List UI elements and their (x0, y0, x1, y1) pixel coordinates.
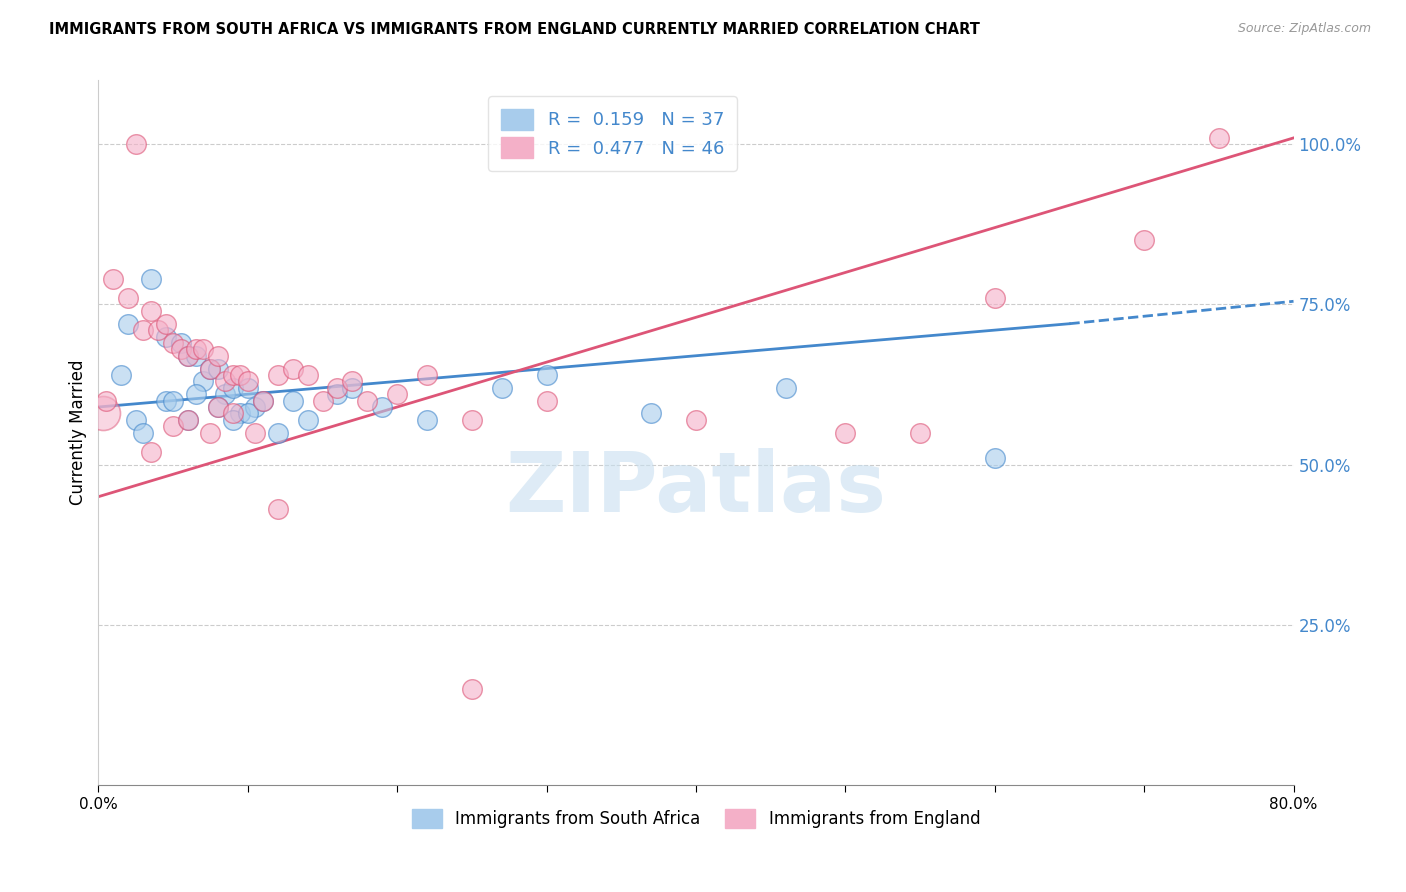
Point (984, 291, 1007, 305)
Point (326, 381, 349, 395)
Point (311, 393, 333, 408)
Point (267, 368, 290, 382)
Point (125, 137, 148, 152)
Point (155, 393, 177, 408)
Point (536, 368, 558, 382)
Point (214, 375, 236, 389)
Point (207, 400, 229, 414)
Point (267, 502, 290, 516)
Point (155, 329, 177, 343)
Point (103, 272, 125, 286)
Point (214, 387, 236, 401)
Y-axis label: Currently Married: Currently Married (69, 359, 87, 506)
Point (229, 368, 252, 382)
Point (222, 406, 245, 420)
Point (461, 413, 484, 427)
Point (222, 368, 245, 382)
Point (162, 393, 184, 408)
Point (200, 361, 222, 376)
Point (297, 368, 319, 382)
Point (342, 381, 364, 395)
Point (416, 413, 439, 427)
Point (1133, 234, 1156, 248)
Point (184, 343, 207, 357)
Point (91, 406, 114, 420)
Point (236, 381, 259, 395)
Point (117, 317, 139, 331)
Point (245, 400, 267, 414)
Point (162, 419, 184, 434)
Point (207, 400, 229, 414)
Point (281, 393, 304, 408)
Point (169, 343, 191, 357)
Legend: Immigrants from South Africa, Immigrants from England: Immigrants from South Africa, Immigrants… (401, 797, 991, 840)
Point (491, 381, 513, 395)
Point (222, 413, 245, 427)
Point (1208, 131, 1230, 145)
Point (416, 368, 439, 382)
Point (132, 425, 155, 440)
Point (139, 272, 162, 286)
Point (148, 323, 170, 337)
Point (326, 387, 349, 401)
Point (908, 425, 931, 440)
Point (155, 317, 177, 331)
Point (385, 387, 409, 401)
Point (342, 375, 364, 389)
Point (110, 368, 132, 382)
Point (169, 335, 191, 350)
Point (229, 406, 252, 420)
Point (356, 393, 378, 408)
Point (252, 393, 274, 408)
Point (775, 381, 797, 395)
Point (200, 361, 222, 376)
Point (177, 349, 200, 363)
Point (132, 323, 155, 337)
Point (184, 349, 207, 363)
Point (984, 451, 1007, 466)
Point (125, 413, 148, 427)
Point (207, 349, 229, 363)
Point (245, 425, 267, 440)
Point (252, 393, 274, 408)
Point (536, 393, 558, 408)
Point (191, 343, 214, 357)
Point (117, 291, 139, 305)
Point (834, 425, 856, 440)
Point (177, 413, 200, 427)
Point (200, 425, 222, 440)
Point (685, 413, 707, 427)
Point (236, 406, 259, 420)
Point (177, 413, 200, 427)
Point (461, 681, 484, 696)
Point (267, 425, 290, 440)
Point (191, 375, 214, 389)
Point (177, 349, 200, 363)
Point (640, 406, 662, 420)
Point (184, 387, 207, 401)
Point (139, 304, 162, 318)
Text: IMMIGRANTS FROM SOUTH AFRICA VS IMMIGRANTS FROM ENGLAND CURRENTLY MARRIED CORREL: IMMIGRANTS FROM SOUTH AFRICA VS IMMIGRAN… (49, 22, 980, 37)
Text: ZIPatlas: ZIPatlas (506, 449, 886, 530)
Point (281, 361, 304, 376)
Point (162, 335, 184, 350)
Point (207, 361, 229, 376)
Point (236, 375, 259, 389)
Point (222, 381, 245, 395)
Point (94, 393, 117, 408)
Point (139, 445, 162, 459)
Text: Source: ZipAtlas.com: Source: ZipAtlas.com (1237, 22, 1371, 36)
Point (371, 400, 394, 414)
Point (297, 413, 319, 427)
